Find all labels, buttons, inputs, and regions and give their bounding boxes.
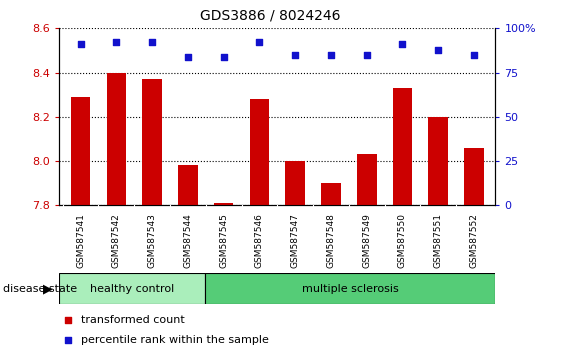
- Point: [219, 54, 228, 59]
- Bar: [392, 88, 412, 205]
- Point: [362, 52, 371, 58]
- Bar: [285, 161, 305, 205]
- Text: GSM587552: GSM587552: [470, 213, 479, 268]
- Point: [148, 40, 157, 45]
- Point: [63, 337, 72, 343]
- Text: GSM587548: GSM587548: [327, 213, 336, 268]
- Point: [291, 52, 300, 58]
- Bar: [178, 165, 198, 205]
- Text: GSM587551: GSM587551: [434, 213, 443, 268]
- Text: multiple sclerosis: multiple sclerosis: [302, 284, 399, 293]
- Point: [184, 54, 193, 59]
- Point: [398, 41, 407, 47]
- Text: GSM587541: GSM587541: [76, 213, 85, 268]
- Text: transformed count: transformed count: [81, 315, 185, 325]
- Bar: [249, 99, 269, 205]
- Point: [63, 317, 72, 323]
- Text: GSM587543: GSM587543: [148, 213, 157, 268]
- Point: [76, 41, 85, 47]
- Bar: [428, 117, 448, 205]
- Bar: [464, 148, 484, 205]
- Text: healthy control: healthy control: [90, 284, 174, 293]
- Bar: [321, 183, 341, 205]
- Text: GSM587550: GSM587550: [398, 213, 407, 268]
- Text: GDS3886 / 8024246: GDS3886 / 8024246: [200, 9, 341, 23]
- Text: GSM587549: GSM587549: [362, 213, 371, 268]
- Point: [327, 52, 336, 58]
- Bar: [214, 203, 234, 205]
- Text: percentile rank within the sample: percentile rank within the sample: [81, 335, 269, 345]
- Point: [470, 52, 479, 58]
- Text: GSM587545: GSM587545: [219, 213, 228, 268]
- Text: GSM587546: GSM587546: [255, 213, 264, 268]
- Text: GSM587544: GSM587544: [184, 213, 193, 268]
- Point: [112, 40, 121, 45]
- Text: ▶: ▶: [43, 282, 52, 295]
- Text: GSM587547: GSM587547: [291, 213, 300, 268]
- Bar: [71, 97, 91, 205]
- Point: [434, 47, 443, 52]
- Bar: [59, 273, 204, 304]
- Text: GSM587542: GSM587542: [112, 213, 121, 268]
- Point: [255, 40, 264, 45]
- Bar: [106, 73, 126, 205]
- Text: disease state: disease state: [3, 284, 77, 293]
- Bar: [357, 154, 377, 205]
- Bar: [142, 79, 162, 205]
- Bar: [204, 273, 495, 304]
